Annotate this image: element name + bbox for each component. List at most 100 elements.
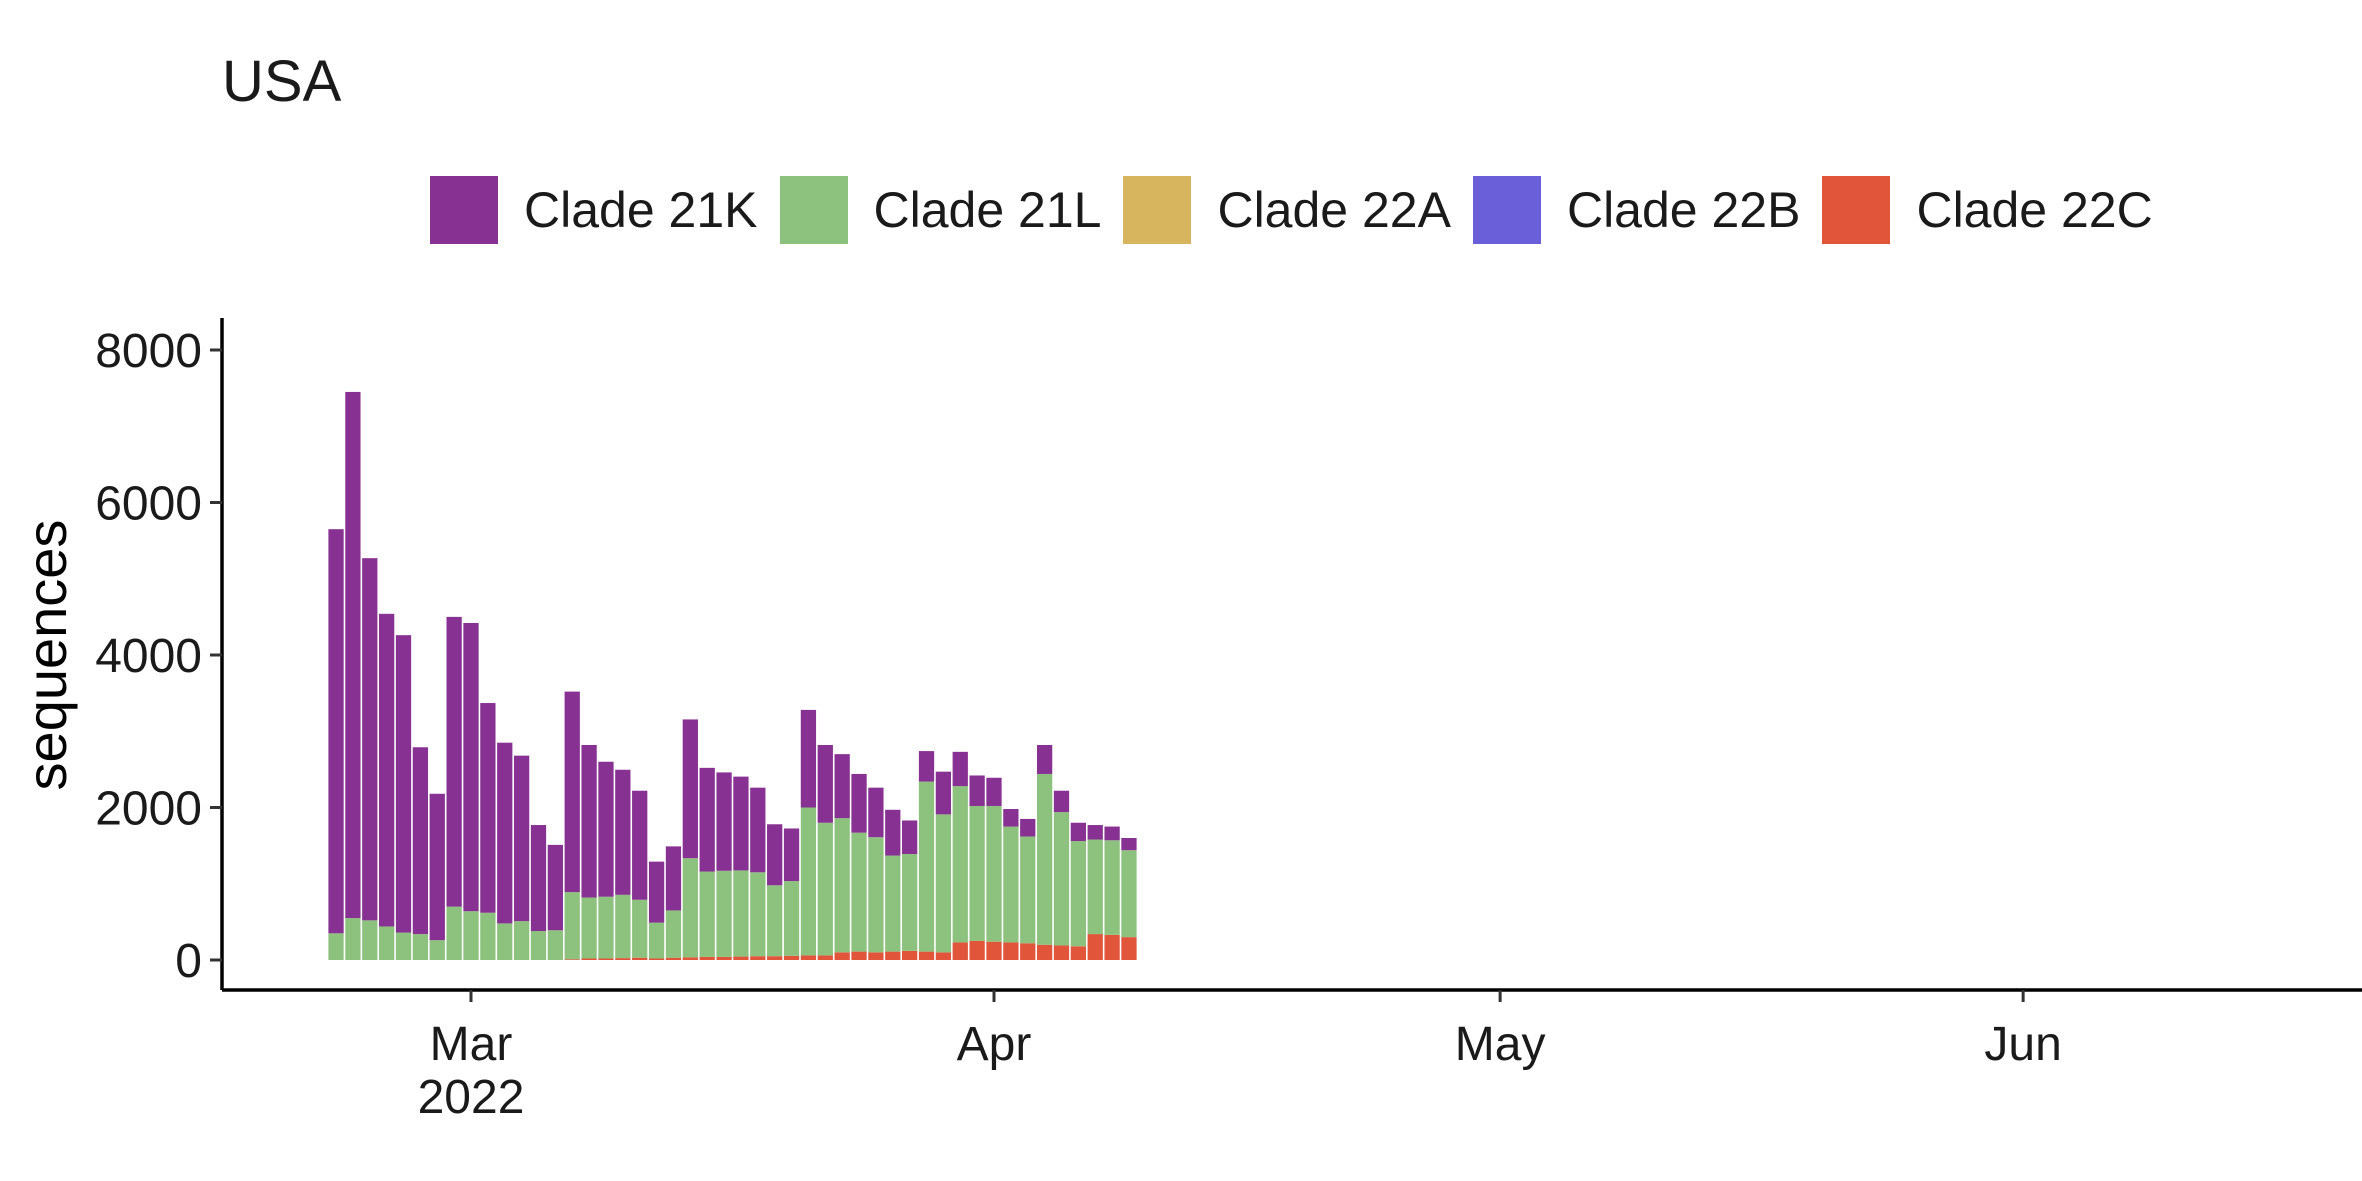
x-tick-label: Mar	[430, 1018, 513, 1071]
bar-segment	[547, 844, 563, 931]
bar-segment	[648, 922, 665, 959]
bars-layer	[328, 391, 1137, 961]
bar-segment	[750, 956, 766, 960]
bar-segment	[497, 923, 513, 960]
x-tick-label: Jun	[1984, 1018, 2061, 1071]
bar-segment	[918, 751, 935, 782]
bar-segment	[682, 719, 698, 859]
bar-segment	[767, 885, 783, 957]
bar-segment	[1104, 840, 1120, 935]
bar-segment	[362, 920, 378, 960]
bar-segment	[1121, 937, 1137, 961]
bar-segment	[1104, 826, 1120, 841]
bar-segment	[1036, 773, 1053, 945]
bar-segment	[581, 897, 597, 959]
bar-segment	[1020, 943, 1036, 960]
y-axis-title: sequences	[15, 520, 78, 791]
bar-segment	[1020, 836, 1036, 944]
bar-segment	[1053, 812, 1070, 946]
bar-segment	[530, 825, 547, 932]
bar-segment	[463, 622, 479, 912]
bar-segment	[868, 952, 884, 961]
bar-segment	[513, 921, 530, 960]
legend-item: Clade 22A	[1123, 176, 1451, 244]
chart-title: USA	[222, 49, 342, 114]
bar-segment	[868, 837, 884, 953]
legend-item: Clade 22B	[1472, 176, 1800, 244]
bar-segment	[868, 787, 884, 838]
bar-segment	[783, 881, 800, 956]
legend-swatch	[779, 176, 848, 244]
bar-segment	[699, 871, 715, 957]
bar-segment	[969, 805, 985, 941]
bar-segment	[986, 805, 1002, 942]
legend: Clade 21K Clade 21L Clade 22A Clade 22B …	[430, 176, 2175, 244]
bar-segment	[817, 822, 833, 956]
bar-segment	[1036, 744, 1053, 774]
bar-segment	[345, 391, 361, 919]
bar-segment	[699, 956, 715, 960]
bar-segment	[480, 912, 496, 960]
bar-segment	[750, 787, 766, 873]
bar-segment	[733, 956, 749, 960]
bar-segment	[395, 635, 412, 933]
bar-segment	[918, 951, 935, 960]
bar-segment	[716, 956, 732, 960]
y-tick-label: 2000	[95, 783, 202, 836]
bar-segment	[564, 959, 580, 960]
bar-segment	[665, 846, 682, 911]
bar-segment	[1020, 818, 1036, 837]
legend-label: Clade 21K	[524, 182, 758, 238]
bar-segment	[665, 910, 682, 958]
bar-segment	[632, 790, 648, 900]
bar-segment	[497, 742, 513, 924]
bar-segment	[328, 933, 344, 960]
bar-segment	[581, 958, 597, 960]
bar-segment	[851, 773, 867, 833]
bar-segment	[1003, 809, 1019, 827]
bar-segment	[699, 767, 715, 872]
bar-segment	[648, 861, 665, 923]
bar-segment	[446, 616, 462, 907]
bar-segment	[1053, 945, 1070, 960]
bar-segment	[817, 744, 833, 823]
y-tick-label: 4000	[95, 630, 202, 683]
x-tick-label: May	[1455, 1018, 1546, 1071]
bar-segment	[834, 818, 850, 953]
bar-segment	[750, 872, 766, 957]
bar-segment	[952, 786, 968, 943]
bar-segment	[581, 744, 597, 898]
bar-segment	[1036, 944, 1053, 960]
bar-segment	[1003, 942, 1019, 960]
bar-segment	[902, 820, 918, 855]
bar-segment	[952, 751, 968, 787]
bar-segment	[362, 558, 378, 921]
bar-segment	[379, 926, 395, 960]
bar-segment	[328, 529, 344, 934]
bar-segment	[1087, 934, 1103, 960]
bar-segment	[395, 932, 412, 960]
bar-segment	[345, 918, 361, 960]
legend-item: Clade 21L	[779, 176, 1101, 244]
bar-segment	[800, 709, 817, 808]
legend-swatch	[1472, 176, 1541, 244]
bar-segment	[935, 814, 952, 953]
y-tick-label: 6000	[95, 478, 202, 531]
bar-segment	[885, 809, 901, 856]
bar-segment	[986, 941, 1002, 960]
bar-segment	[918, 781, 935, 952]
legend-label: Clade 22C	[1916, 182, 2153, 238]
bar-segment	[513, 755, 530, 922]
bar-segment	[733, 870, 749, 957]
y-tick-label: 0	[175, 935, 202, 988]
bar-segment	[615, 894, 631, 959]
bar-segment	[733, 776, 749, 871]
bar-segment	[564, 892, 580, 960]
bar-segment	[463, 911, 479, 960]
bar-segment	[1003, 826, 1019, 943]
bar-segment	[632, 899, 648, 958]
bar-segment	[935, 952, 952, 961]
bar-segment	[767, 956, 783, 960]
bar-segment	[615, 769, 631, 895]
bar-segment	[834, 754, 850, 819]
